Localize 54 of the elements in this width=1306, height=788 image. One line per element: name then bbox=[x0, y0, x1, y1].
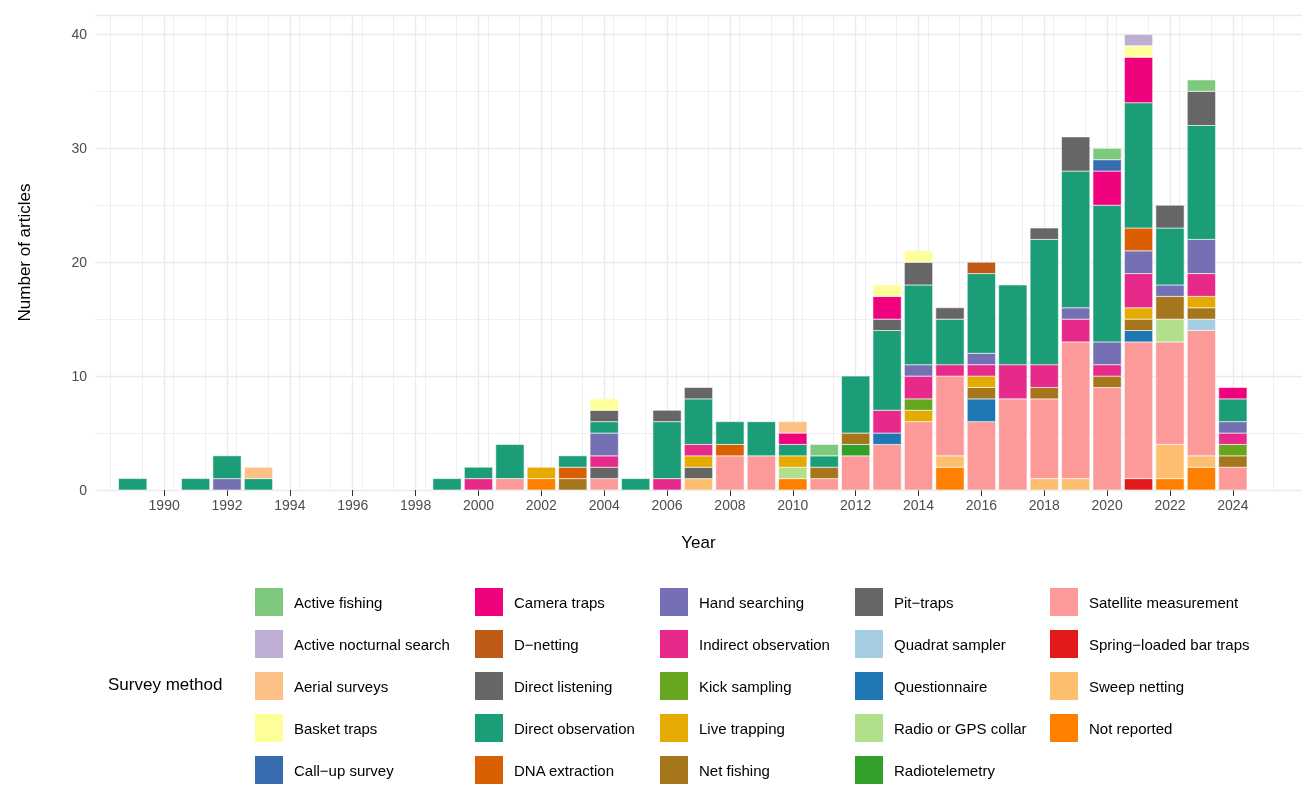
legend-label: D−netting bbox=[514, 635, 579, 653]
legend-label: Net fishing bbox=[699, 761, 770, 779]
legend-label: Radio or GPS collar bbox=[894, 719, 1027, 737]
x-tick-label: 2008 bbox=[714, 497, 746, 513]
legend-label: Camera traps bbox=[514, 593, 605, 611]
x-tick-label: 1994 bbox=[274, 497, 306, 513]
x-tick-label: 2014 bbox=[902, 497, 935, 513]
y-tick-label: 20 bbox=[71, 254, 88, 271]
x-tick-label: 1998 bbox=[400, 497, 432, 513]
bar bbox=[118, 478, 148, 491]
legend-label: Active fishing bbox=[294, 593, 383, 611]
y-tick-label: 10 bbox=[71, 368, 88, 385]
x-axis-title: Year bbox=[681, 533, 717, 552]
legend-label: Hand searching bbox=[699, 593, 805, 611]
legend-label: Kick sampling bbox=[699, 677, 792, 695]
legend-label: Live trapping bbox=[699, 719, 785, 737]
x-tick-label: 2020 bbox=[1091, 497, 1123, 513]
legend-label: Indirect observation bbox=[699, 635, 830, 653]
y-axis-title: Number of articles bbox=[15, 183, 34, 322]
legend-label: Radiotelemetry bbox=[894, 761, 996, 779]
x-tick-label: 2024 bbox=[1217, 497, 1249, 513]
legend-label: Questionnaire bbox=[894, 677, 988, 695]
legend-label: Not reported bbox=[1089, 719, 1173, 737]
legend-label: Quadrat sampler bbox=[894, 635, 1006, 653]
x-tick-label: 2016 bbox=[965, 497, 998, 513]
x-tick-label: 2012 bbox=[840, 497, 872, 513]
x-tick-label: 1990 bbox=[148, 497, 180, 513]
legend-title: Survey method bbox=[108, 675, 223, 694]
legend-label: Satellite measurement bbox=[1089, 593, 1240, 611]
x-tick-label: 2010 bbox=[777, 497, 809, 513]
x-tick-label: 2022 bbox=[1154, 497, 1186, 513]
x-tick-label: 2002 bbox=[525, 497, 558, 513]
bar bbox=[621, 478, 651, 491]
legend-label: DNA extraction bbox=[514, 761, 615, 779]
legend-label: Active nocturnal search bbox=[294, 635, 450, 653]
y-tick-label: 0 bbox=[79, 482, 88, 498]
x-tick-label: 2018 bbox=[1028, 497, 1061, 513]
legend-label: Aerial surveys bbox=[294, 677, 389, 695]
y-tick-label: 30 bbox=[71, 140, 88, 157]
legend-label: Direct observation bbox=[514, 719, 635, 737]
legend-label: Basket traps bbox=[294, 719, 378, 737]
legend-label: Spring−loaded bar traps bbox=[1089, 635, 1250, 653]
bar bbox=[181, 478, 211, 491]
x-tick-label: 2006 bbox=[651, 497, 683, 513]
x-tick-label: 1996 bbox=[337, 497, 369, 513]
y-tick-label: 40 bbox=[71, 26, 88, 43]
legend-label: Sweep netting bbox=[1089, 677, 1185, 695]
legend-label: Call−up survey bbox=[294, 761, 395, 779]
legend-label: Pit−traps bbox=[894, 593, 954, 611]
x-tick-label: 2004 bbox=[588, 497, 620, 513]
x-tick-label: 1992 bbox=[211, 497, 243, 513]
legend-label: Direct listening bbox=[514, 677, 613, 695]
bar bbox=[432, 478, 462, 491]
x-tick-label: 2000 bbox=[462, 497, 495, 513]
